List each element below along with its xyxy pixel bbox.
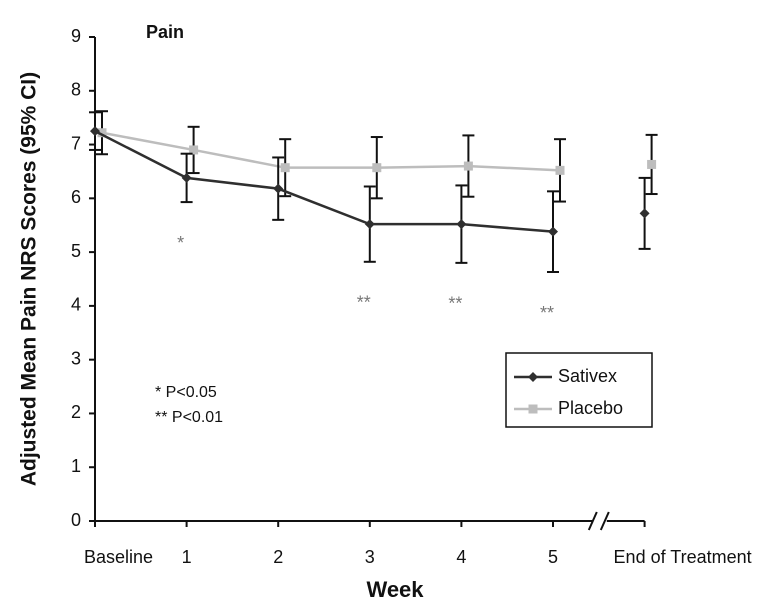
y-tick-label: 9	[71, 26, 81, 46]
axis-break	[599, 511, 610, 531]
y-tick-label: 0	[71, 510, 81, 530]
x-tick-label: End of Treatment	[614, 547, 752, 567]
x-tick-label: 5	[548, 547, 558, 567]
footnote: * P<0.05	[155, 384, 217, 401]
legend-label: Placebo	[558, 398, 623, 418]
y-tick-label: 1	[71, 456, 81, 476]
y-tick-label: 2	[71, 402, 81, 422]
y-tick-label: 8	[71, 80, 81, 100]
marker	[463, 161, 473, 171]
marker	[181, 172, 192, 183]
marker	[528, 404, 538, 414]
marker	[97, 128, 107, 138]
x-tick-label: 2	[273, 547, 283, 567]
chart-title: Pain	[146, 22, 184, 42]
marker	[639, 208, 650, 219]
legend-box	[505, 352, 653, 428]
significance-label: **	[448, 294, 462, 314]
marker	[647, 159, 657, 169]
x-axis-label: Week	[366, 577, 424, 602]
legend-label: Sativex	[558, 366, 617, 386]
footnote: ** P<0.01	[155, 409, 223, 426]
marker	[372, 163, 382, 173]
marker	[528, 372, 538, 382]
marker	[548, 226, 558, 237]
significance-label: **	[357, 293, 371, 313]
series-line	[101, 131, 561, 172]
marker	[364, 219, 375, 230]
marker	[273, 183, 284, 194]
series-line	[94, 129, 554, 233]
y-axis-label: Adjusted Mean Pain NRS Scores (95% CI)	[18, 72, 41, 486]
x-tick-label: 3	[365, 547, 375, 567]
y-tick-label: 5	[71, 241, 81, 261]
marker	[280, 163, 290, 173]
y-tick-label: 6	[71, 187, 81, 207]
marker	[189, 145, 199, 155]
y-tick-label: 4	[71, 295, 81, 315]
marker	[90, 126, 100, 137]
axis-break	[587, 511, 598, 531]
marker	[456, 219, 467, 230]
x-tick-label: Baseline	[84, 547, 153, 567]
y-tick-label: 7	[71, 133, 81, 153]
marker	[555, 165, 565, 175]
y-tick-label: 3	[71, 348, 81, 368]
x-tick-label: 1	[182, 547, 192, 567]
x-tick-label: 4	[456, 547, 466, 567]
significance-label: **	[540, 303, 554, 323]
significance-label: *	[177, 233, 184, 253]
